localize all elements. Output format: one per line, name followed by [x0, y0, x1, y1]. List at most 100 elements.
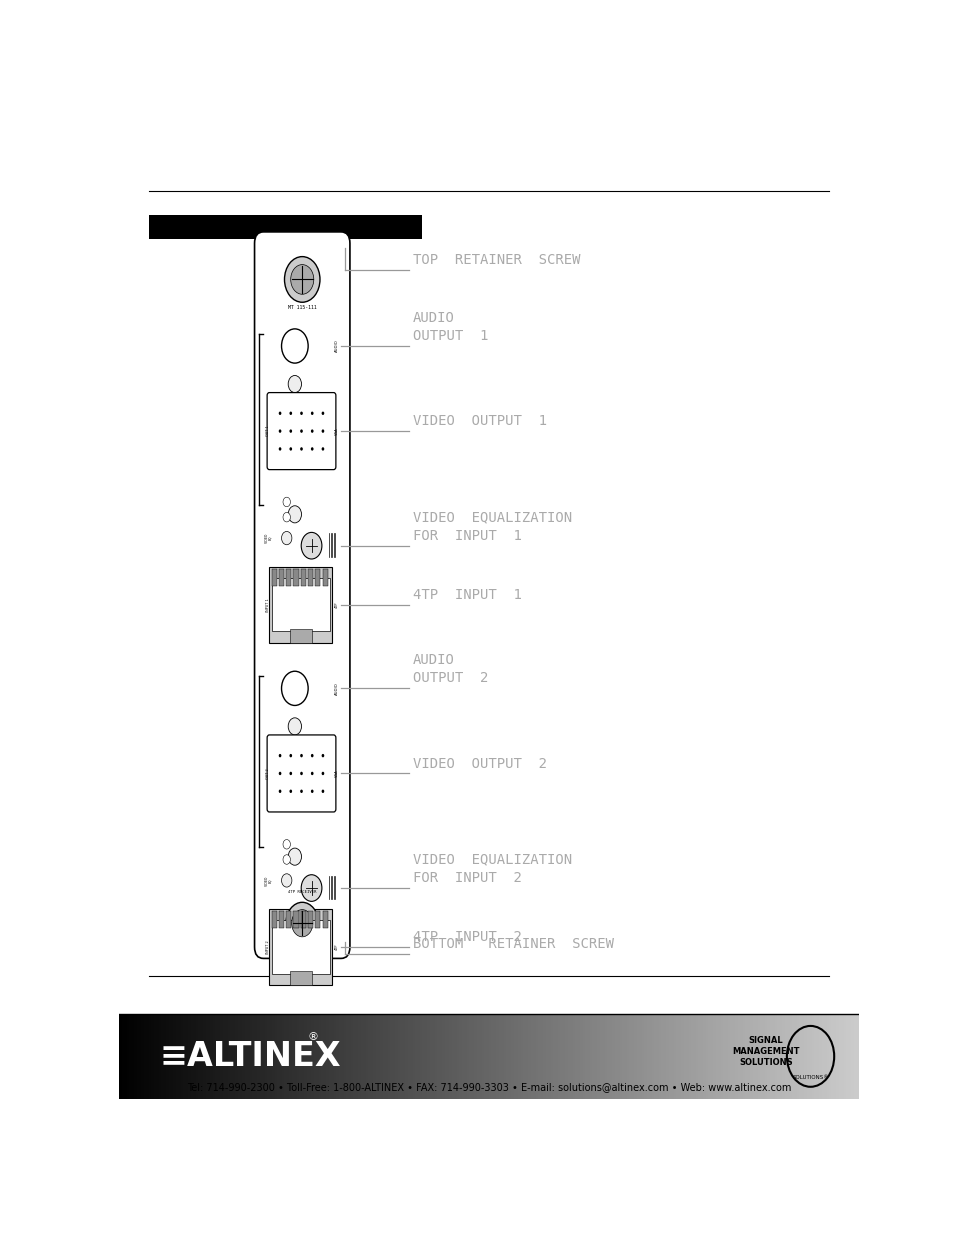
- Bar: [278, 569, 284, 585]
- Bar: [441, 1014, 445, 1099]
- Bar: [518, 1014, 521, 1099]
- Bar: [188, 1014, 192, 1099]
- Bar: [601, 1014, 605, 1099]
- Circle shape: [278, 430, 281, 432]
- Bar: [537, 1014, 541, 1099]
- Bar: [823, 1014, 826, 1099]
- Bar: [166, 1014, 169, 1099]
- Bar: [316, 1014, 319, 1099]
- Bar: [294, 1014, 297, 1099]
- Bar: [439, 1014, 442, 1099]
- Bar: [230, 1014, 233, 1099]
- Bar: [269, 909, 332, 986]
- Bar: [685, 1014, 689, 1099]
- Bar: [671, 1014, 674, 1099]
- Bar: [380, 1014, 383, 1099]
- Bar: [178, 1014, 181, 1099]
- Bar: [454, 1014, 457, 1099]
- Circle shape: [301, 532, 321, 559]
- Bar: [351, 1014, 354, 1099]
- Bar: [341, 1014, 344, 1099]
- FancyBboxPatch shape: [254, 232, 350, 958]
- Bar: [516, 1014, 518, 1099]
- Bar: [272, 578, 330, 631]
- Bar: [853, 1014, 856, 1099]
- Bar: [326, 1014, 329, 1099]
- Bar: [198, 1014, 201, 1099]
- Bar: [153, 1014, 157, 1099]
- Circle shape: [311, 753, 314, 757]
- Bar: [282, 1014, 285, 1099]
- Bar: [393, 1014, 395, 1099]
- Bar: [764, 1014, 767, 1099]
- Text: EQ: EQ: [269, 878, 273, 883]
- Bar: [599, 1014, 602, 1099]
- Bar: [124, 1014, 128, 1099]
- Bar: [338, 1014, 341, 1099]
- Bar: [663, 1014, 666, 1099]
- Bar: [715, 1014, 719, 1099]
- Circle shape: [283, 840, 290, 848]
- Circle shape: [283, 855, 290, 864]
- Bar: [698, 1014, 700, 1099]
- Bar: [718, 1014, 720, 1099]
- Bar: [806, 1014, 809, 1099]
- Bar: [365, 1014, 369, 1099]
- Bar: [435, 1014, 437, 1099]
- Bar: [432, 1014, 435, 1099]
- Bar: [848, 1014, 851, 1099]
- Circle shape: [311, 430, 314, 432]
- Bar: [309, 1014, 312, 1099]
- Bar: [272, 911, 276, 927]
- Bar: [424, 1014, 428, 1099]
- Bar: [735, 1014, 738, 1099]
- Bar: [761, 1014, 765, 1099]
- Bar: [612, 1014, 615, 1099]
- Bar: [536, 1014, 538, 1099]
- Bar: [447, 1014, 450, 1099]
- Bar: [141, 1014, 145, 1099]
- Circle shape: [321, 753, 324, 757]
- Bar: [233, 1014, 235, 1099]
- Bar: [740, 1014, 742, 1099]
- Bar: [200, 1014, 204, 1099]
- Bar: [129, 1014, 132, 1099]
- Bar: [855, 1014, 859, 1099]
- Bar: [262, 1014, 265, 1099]
- Text: EQ: EQ: [269, 536, 273, 541]
- Bar: [696, 1014, 699, 1099]
- Bar: [222, 1014, 226, 1099]
- Circle shape: [300, 430, 302, 432]
- Bar: [742, 1014, 745, 1099]
- Bar: [237, 1014, 240, 1099]
- Bar: [631, 1014, 635, 1099]
- Bar: [545, 1014, 548, 1099]
- Text: SIGNAL
MANAGEMENT
SOLUTIONS: SIGNAL MANAGEMENT SOLUTIONS: [732, 1036, 800, 1067]
- Bar: [290, 629, 312, 642]
- Bar: [301, 1014, 305, 1099]
- Bar: [617, 1014, 619, 1099]
- Bar: [836, 1014, 839, 1099]
- Bar: [422, 1014, 425, 1099]
- Bar: [407, 1014, 411, 1099]
- Bar: [614, 1014, 618, 1099]
- Bar: [323, 1014, 327, 1099]
- Bar: [382, 1014, 386, 1099]
- Bar: [503, 1014, 506, 1099]
- Bar: [193, 1014, 196, 1099]
- Bar: [119, 1014, 122, 1099]
- Bar: [629, 1014, 632, 1099]
- Bar: [533, 1014, 536, 1099]
- Bar: [139, 1014, 142, 1099]
- Bar: [417, 1014, 420, 1099]
- Bar: [270, 1014, 273, 1099]
- Bar: [651, 1014, 654, 1099]
- Bar: [276, 1014, 280, 1099]
- Circle shape: [288, 506, 301, 522]
- Bar: [777, 1014, 780, 1099]
- Bar: [149, 215, 422, 238]
- Bar: [567, 1014, 571, 1099]
- Bar: [173, 1014, 176, 1099]
- Text: VGA: VGA: [335, 769, 338, 777]
- Bar: [346, 1014, 349, 1099]
